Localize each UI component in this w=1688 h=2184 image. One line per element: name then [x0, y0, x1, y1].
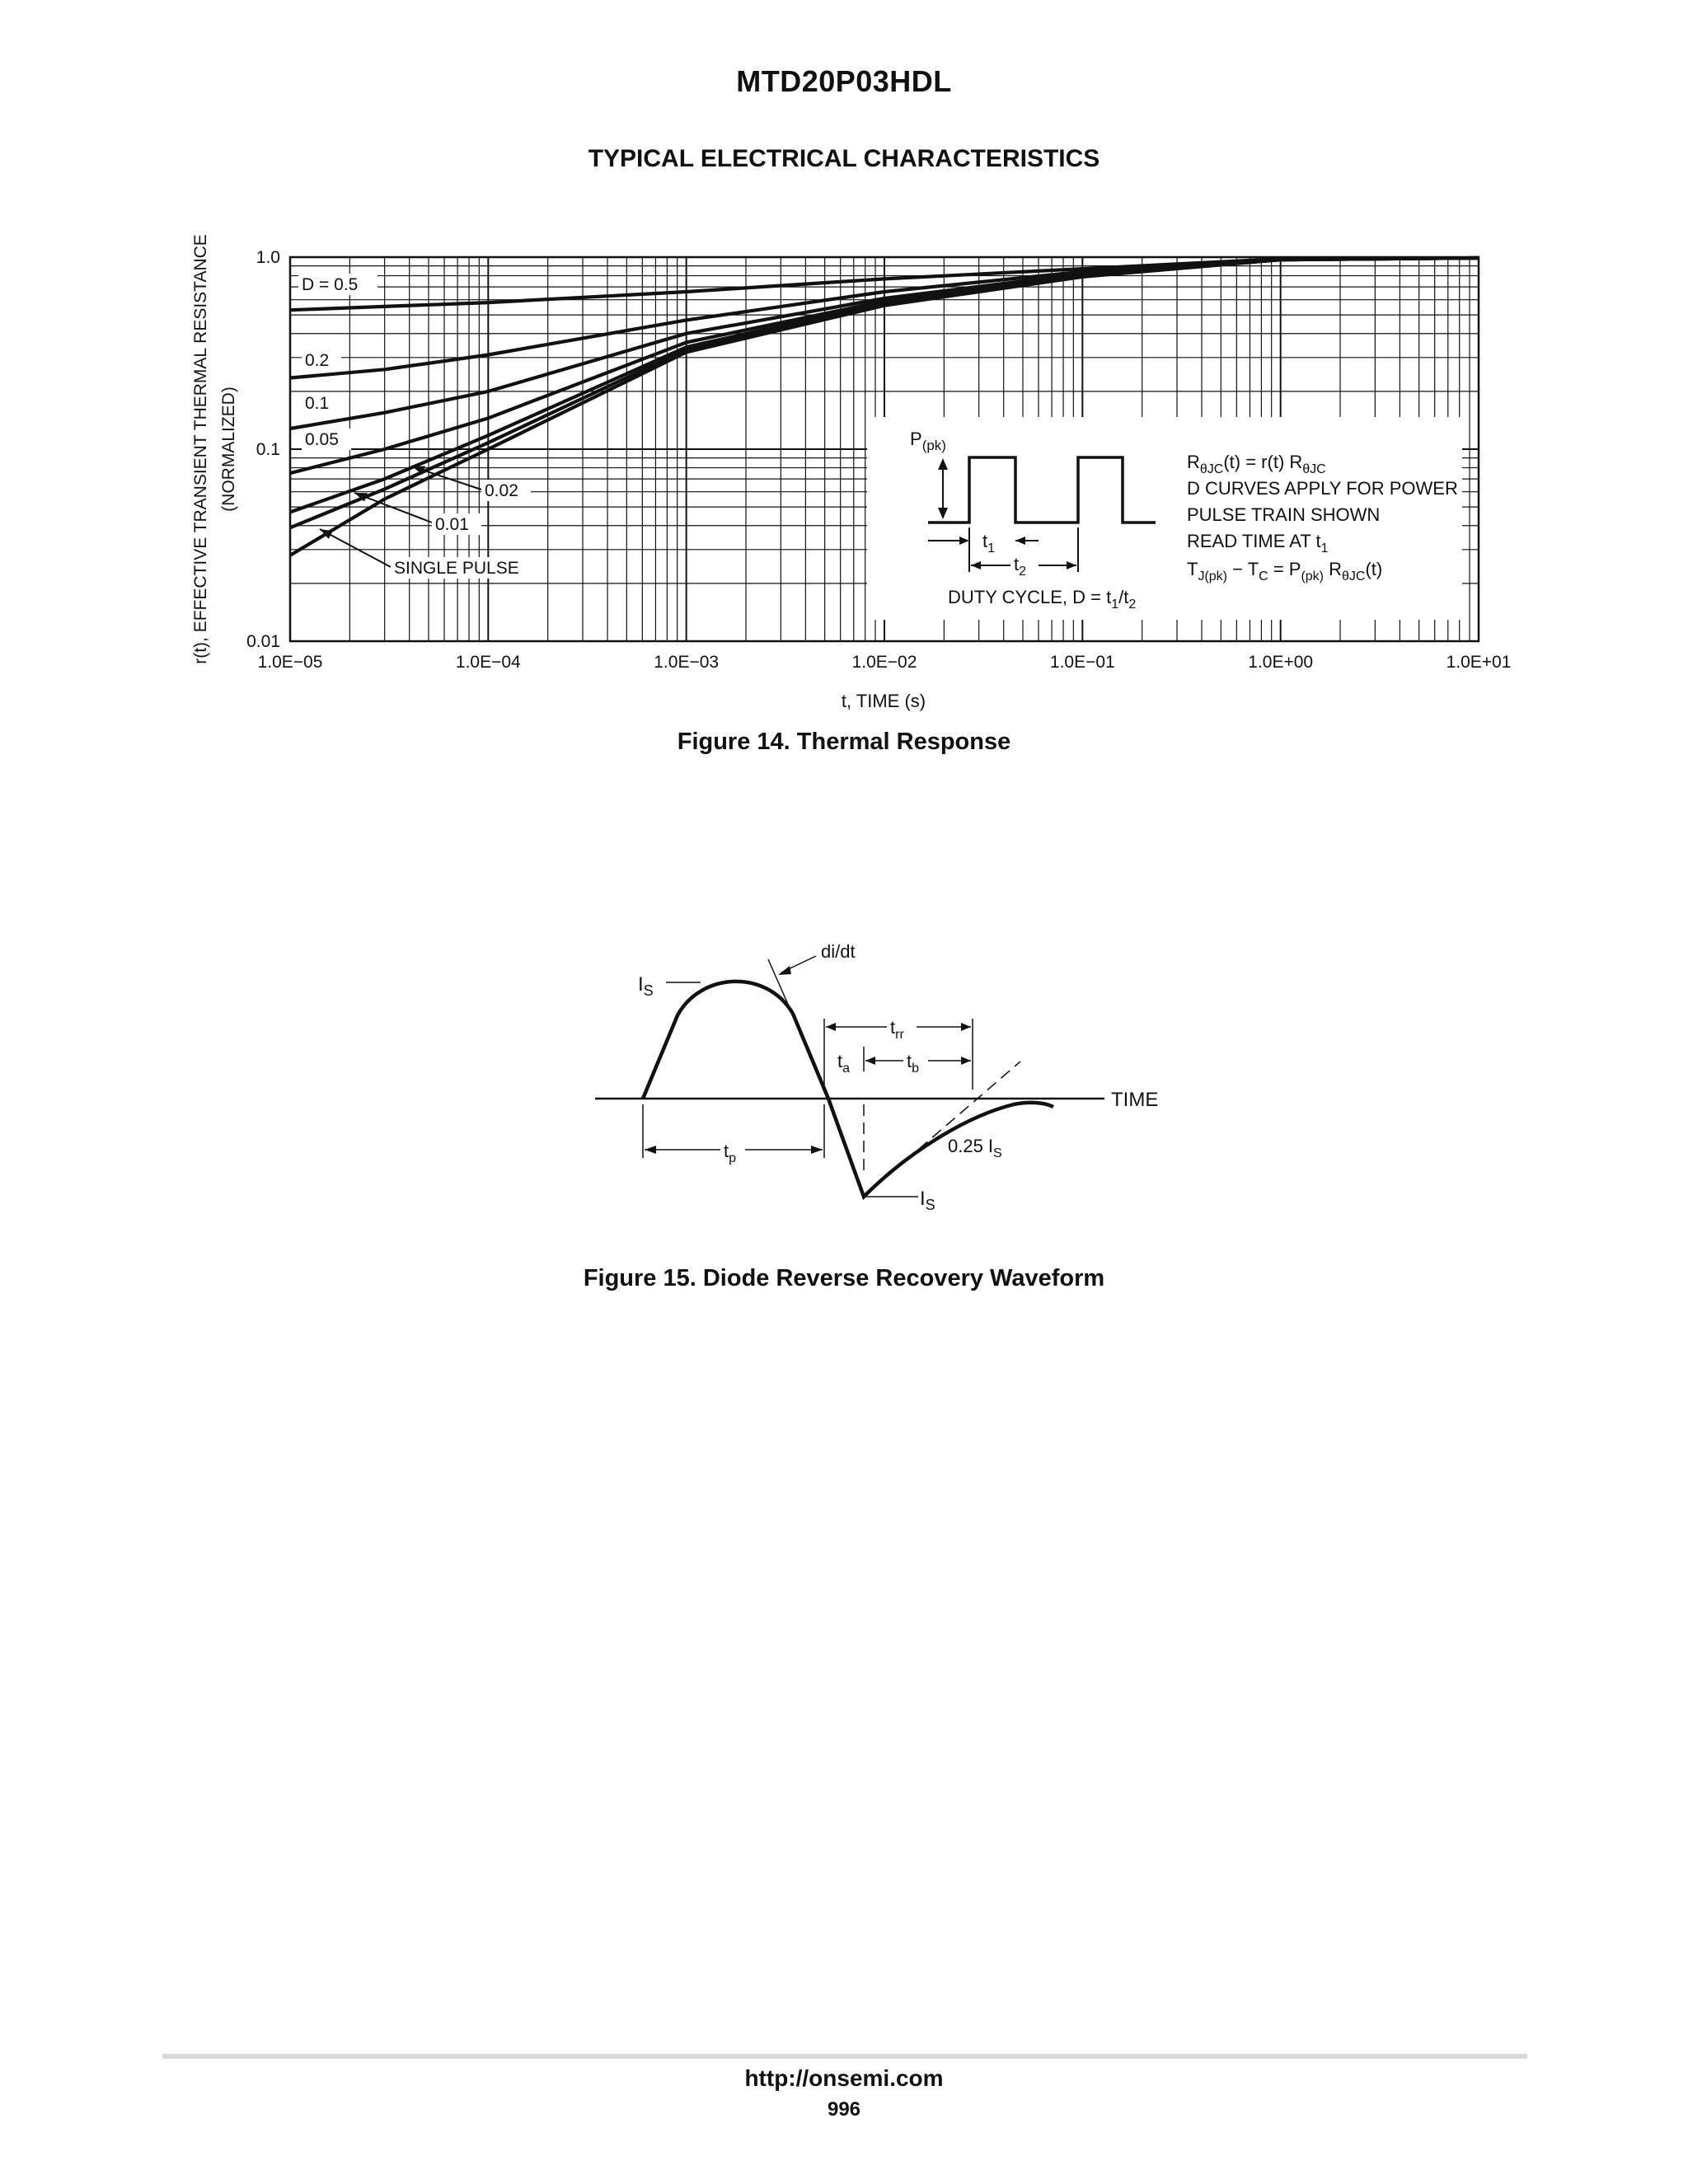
series-label: 0.05	[305, 430, 339, 449]
y-tick-label: 0.1	[256, 440, 280, 459]
ppk-arrow-head-down	[938, 508, 948, 519]
thermal-response-chart: 1.0E−05 1.0E−04 1.0E−03 1.0E−02 1.0E−01 1.0E+…	[191, 234, 1511, 711]
page-number: 996	[827, 2098, 861, 2121]
didt-label: di/dt	[821, 941, 856, 962]
label-background	[432, 513, 481, 535]
series-curves	[288, 255, 1479, 557]
label-leader	[319, 528, 392, 568]
label-background	[302, 392, 341, 414]
x-tick-label: 1.0E+00	[1248, 653, 1313, 672]
ta-label: ta	[837, 1051, 850, 1076]
tick-labels: 1.0E−05 1.0E−04 1.0E−03 1.0E−02 1.0E−01 1.0E+…	[246, 248, 1511, 672]
footer-url[interactable]: http://onsemi.com	[744, 2065, 944, 2091]
y-tick-label: 1.0	[256, 248, 280, 267]
section-title: TYPICAL ELECTRICAL CHARACTERISTICS	[588, 145, 1100, 172]
diode-reverse-recovery-diagram: TIME di/dt IS trr ta tb tp 0.25 IS IS	[595, 941, 1158, 1213]
x-tick-label: 1.0E−01	[1050, 653, 1115, 672]
label-background	[481, 480, 531, 501]
series-label: 0.1	[305, 394, 329, 413]
x-axis-label: t, TIME (s)	[842, 691, 926, 711]
y-axis-label: r(t), EFFECTIVE TRANSIENT THERMAL RESIST…	[191, 234, 210, 664]
label-arrowhead	[320, 529, 333, 539]
series-label: 0.02	[485, 481, 518, 500]
series-label: SINGLE PULSE	[394, 559, 519, 578]
label-background	[302, 429, 351, 450]
time-label: TIME	[1111, 1089, 1158, 1111]
footer-rule	[162, 2054, 1527, 2059]
pulse-train	[928, 456, 1156, 524]
figure-15-caption: Figure 15. Diode Reverse Recovery Wavefo…	[583, 1265, 1105, 1291]
x-tick-label: 1.0E−05	[258, 653, 323, 672]
plot-frame	[288, 255, 1480, 643]
note-pulse-train: PULSE TRAIN SHOWN	[1187, 504, 1380, 525]
inset-background	[867, 417, 1462, 620]
label-leader	[354, 492, 433, 523]
series-label: 0.01	[435, 515, 469, 534]
didt-slope-line	[767, 958, 794, 1016]
recovery-waveform	[640, 979, 1055, 1201]
part-number: MTD20P03HDL	[736, 64, 952, 98]
quarter-is-label: 0.25 IS	[948, 1136, 1002, 1160]
label-background	[302, 349, 341, 371]
series-line	[288, 255, 1479, 557]
ppk-arrow-head-up	[938, 458, 948, 470]
note-d-curves: D CURVES APPLY FOR POWER	[1187, 478, 1458, 499]
duty-cycle-inset: P(pk) t1 t2 DUTY CYCLE, D = t1/t2 RθJC(t…	[867, 417, 1462, 620]
x-tick-label: 1.0E+01	[1447, 653, 1512, 672]
series-labels: D = 0.5 0.2 0.1 0.05 0.02 0.01 SINGLE PULSE	[298, 274, 531, 579]
is-top-label: IS	[638, 973, 654, 999]
series-label: D = 0.5	[302, 275, 358, 294]
label-background	[391, 557, 519, 579]
label-arrowhead	[412, 466, 425, 475]
label-arrowhead	[354, 493, 368, 502]
x-tick-label: 1.0E−04	[456, 653, 521, 672]
series-label: 0.2	[305, 351, 329, 370]
figure-14-caption: Figure 14. Thermal Response	[677, 729, 1011, 755]
y-axis-label-normalized: (NORMALIZED)	[219, 387, 238, 512]
label-background	[298, 274, 377, 295]
tangent-dash	[863, 1061, 1021, 1197]
x-tick-label: 1.0E−02	[852, 653, 917, 672]
x-tick-label: 1.0E−03	[654, 653, 719, 672]
y-tick-label: 0.01	[246, 632, 280, 651]
is-bottom-label: IS	[920, 1188, 935, 1213]
